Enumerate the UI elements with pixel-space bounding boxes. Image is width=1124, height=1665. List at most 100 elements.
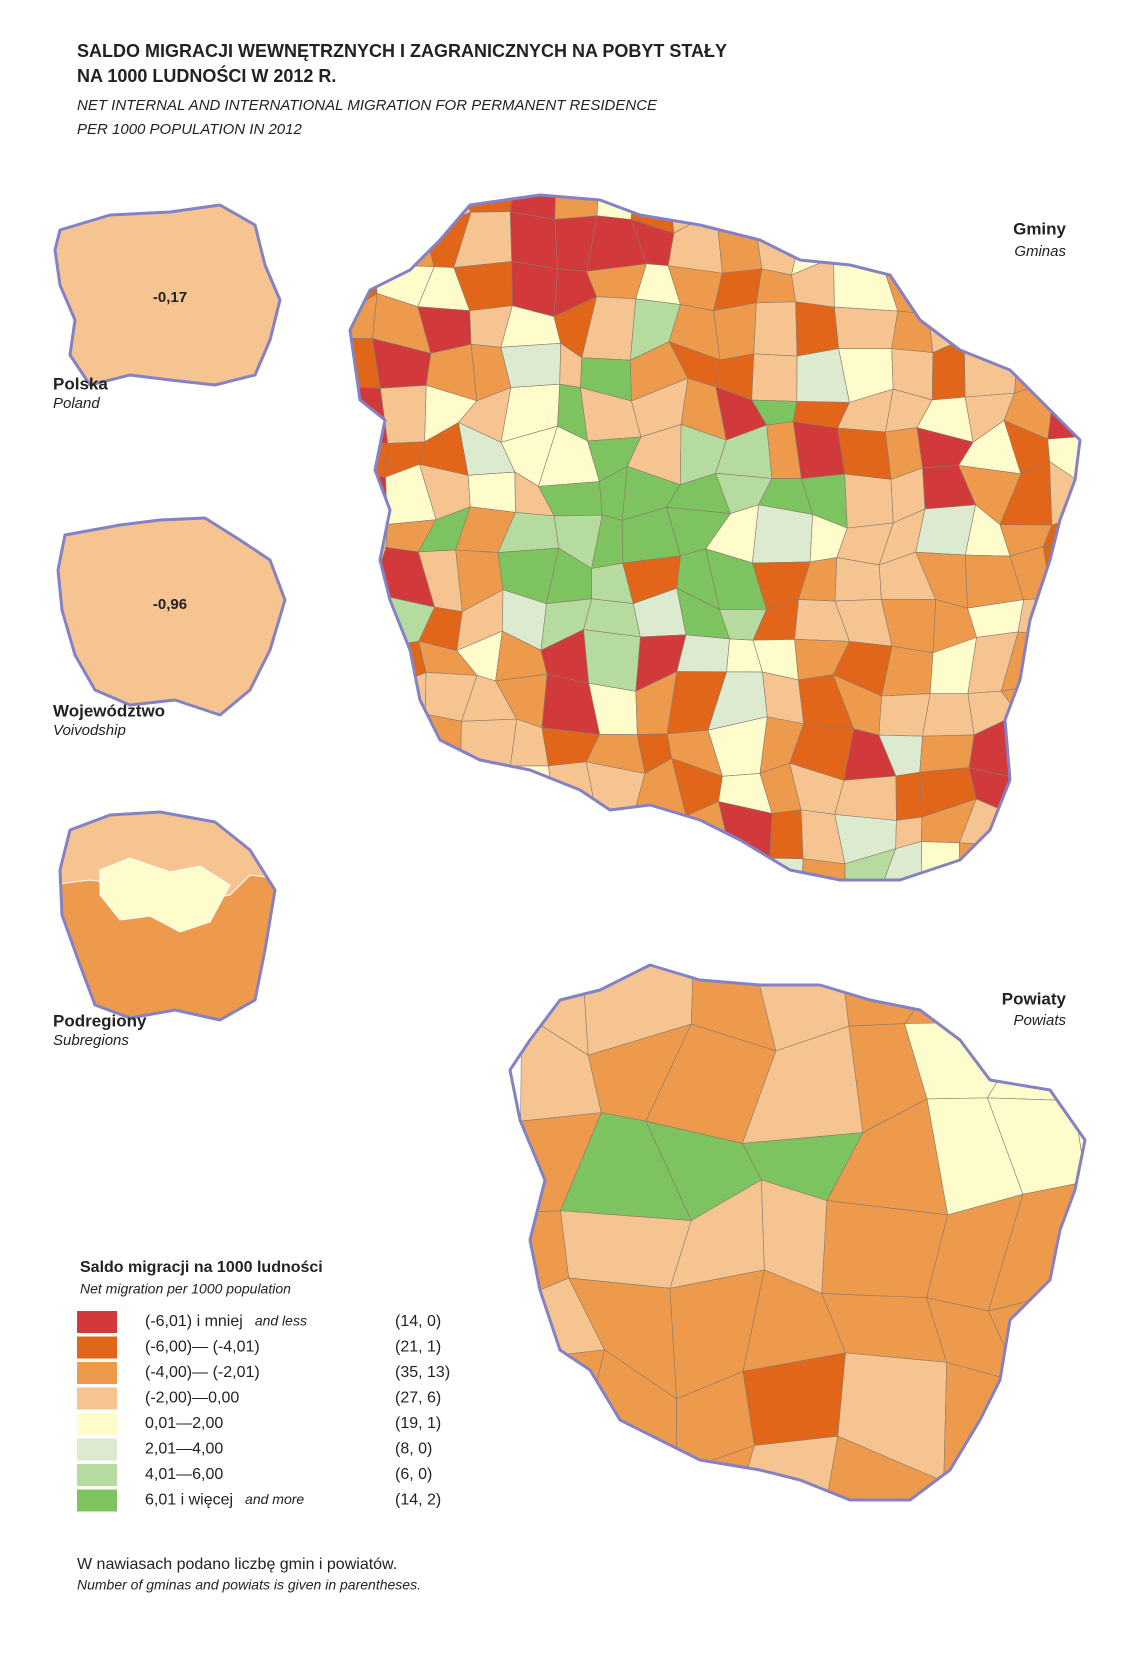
- legend-label: 0,01—2,00: [145, 1415, 223, 1432]
- region: [1051, 887, 1095, 938]
- region: [428, 760, 472, 816]
- region: [1056, 755, 1080, 811]
- region: [1008, 846, 1060, 880]
- region: [1111, 1371, 1124, 1463]
- region: [746, 857, 804, 880]
- legend-swatch: [77, 1438, 117, 1461]
- region: [468, 892, 515, 936]
- region: [1014, 335, 1056, 394]
- legend-label: 6,01 i więcej: [145, 1492, 233, 1509]
- region: [963, 335, 1020, 398]
- region: [503, 892, 560, 938]
- region: [560, 1210, 692, 1289]
- region: [676, 634, 730, 673]
- region: [1104, 547, 1124, 611]
- region: [1084, 887, 1124, 938]
- region: [708, 882, 748, 947]
- region: [762, 671, 805, 725]
- region: [1056, 807, 1080, 849]
- region: [792, 421, 846, 480]
- legend-counts: (21, 1): [395, 1339, 441, 1356]
- region: [769, 809, 804, 860]
- region: [1044, 344, 1080, 397]
- region: [1018, 1382, 1085, 1448]
- legend-swatch: [77, 1489, 117, 1512]
- region: [574, 1472, 685, 1500]
- subregions-fill: [60, 812, 275, 1020]
- region: [677, 882, 728, 938]
- region: [1096, 394, 1124, 436]
- legend-subtitle: Net migration per 1000 population: [80, 1281, 291, 1297]
- region: [834, 557, 882, 602]
- region: [815, 1435, 945, 1500]
- map-label-en: Powiats: [1013, 1012, 1066, 1029]
- region: [1011, 305, 1046, 349]
- region: [919, 734, 975, 773]
- region: [838, 195, 897, 217]
- region: [350, 840, 394, 880]
- region: [460, 718, 518, 772]
- region: [1100, 506, 1124, 569]
- inset-value: -0,17: [153, 289, 187, 306]
- powiaty-outline: [508, 963, 1087, 1502]
- region: [680, 841, 729, 880]
- region: [340, 887, 385, 941]
- region: [384, 713, 430, 765]
- inset-label-en: Voivodship: [53, 722, 126, 739]
- subregions-outline: [58, 810, 277, 1022]
- legend-title: Saldo migracji na 1000 ludności: [80, 1259, 323, 1276]
- poland-shape: [53, 203, 282, 387]
- region: [922, 221, 972, 274]
- region: [417, 882, 478, 938]
- inset-value: -0,96: [153, 596, 187, 613]
- region: [895, 771, 923, 821]
- legend-swatch: [77, 1387, 117, 1410]
- legend-swatch: [77, 1311, 117, 1333]
- legend-label: (-6,01) i mniej: [145, 1313, 243, 1330]
- region: [925, 195, 979, 232]
- region: [350, 591, 385, 648]
- region: [350, 763, 393, 815]
- subregion: [99, 857, 231, 933]
- region: [834, 306, 899, 349]
- region: [377, 760, 437, 814]
- region: [379, 384, 427, 444]
- inset-label: Województwo: [53, 701, 165, 720]
- region: [350, 804, 394, 854]
- region: [1086, 759, 1124, 811]
- subtitle: NET INTERNAL AND INTERNATIONAL MIGRATION…: [77, 97, 658, 114]
- legend-note: and more: [245, 1491, 304, 1507]
- map-label: Powiaty: [1002, 989, 1067, 1008]
- legend-label: 2,01—4,00: [145, 1441, 223, 1458]
- legend-label: (-2,00)—0,00: [145, 1390, 239, 1407]
- region: [1110, 1265, 1124, 1398]
- region: [747, 882, 801, 946]
- region: [715, 209, 763, 274]
- region: [795, 301, 839, 357]
- legend-label: (-4,00)— (-2,01): [145, 1364, 260, 1381]
- region: [1050, 597, 1080, 637]
- region: [350, 216, 391, 276]
- region: [970, 195, 1016, 232]
- legend-swatch: [77, 1464, 117, 1486]
- region: [384, 195, 429, 232]
- legend-counts: (8, 0): [395, 1441, 432, 1458]
- region: [601, 900, 636, 947]
- region: [834, 775, 897, 821]
- region: [350, 689, 386, 727]
- region: [1073, 965, 1085, 1037]
- footnote-en: Number of gminas and powiats is given in…: [77, 1577, 421, 1593]
- region: [1086, 476, 1124, 510]
- region: [960, 886, 1009, 943]
- inset-label-en: Poland: [53, 395, 100, 412]
- subtitle: PER 1000 POPULATION IN 2012: [77, 121, 302, 138]
- region: [1086, 422, 1124, 486]
- region: [350, 292, 378, 339]
- region: [350, 546, 387, 594]
- region: [883, 214, 937, 274]
- region: [500, 805, 558, 860]
- region: [962, 226, 1016, 273]
- region: [416, 855, 479, 880]
- region: [374, 216, 435, 268]
- region: [428, 813, 472, 862]
